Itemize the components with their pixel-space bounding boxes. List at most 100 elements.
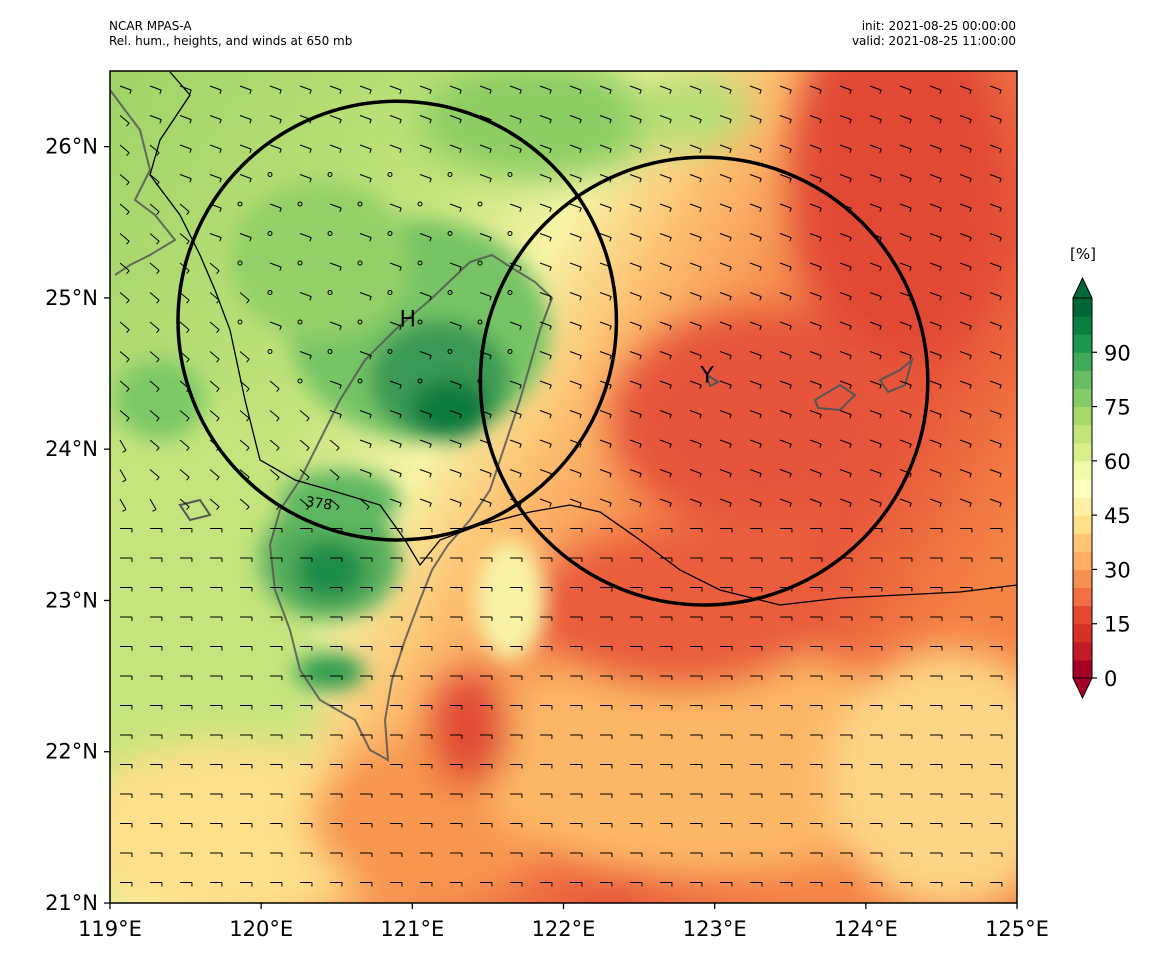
wind-barb (419, 410, 432, 416)
wind-barb (329, 469, 340, 478)
wind-barb (299, 174, 312, 180)
wind-barb-flag (729, 414, 732, 419)
wind-barb-flag (819, 355, 822, 360)
wind-barb-flag (126, 388, 130, 393)
wind-barb-flag (999, 237, 1002, 242)
wind-barb (269, 380, 280, 390)
wind-barb-flag (999, 414, 1002, 419)
wind-barb-flag (699, 148, 702, 154)
wind-barb-flag (399, 443, 402, 449)
wind-barb-flag (399, 119, 402, 124)
wind-barb-flag (849, 178, 852, 183)
wind-barb (719, 292, 732, 298)
wind-barb (689, 115, 702, 121)
wind-barb (779, 380, 792, 386)
wind-barb-flag (879, 207, 882, 213)
wind-barb-flag (369, 443, 372, 449)
wind-barb-flag (849, 266, 852, 272)
wind-barb-flag (249, 148, 252, 154)
wind-barb (539, 292, 552, 298)
wind-barb-flag (519, 119, 522, 124)
wind-barb (629, 469, 642, 475)
wind-barb (809, 115, 822, 121)
calm-wind-marker (477, 201, 483, 207)
wind-barb-flag (186, 270, 190, 275)
wind-barb (119, 498, 127, 510)
wind-barb-flag (366, 506, 370, 511)
wind-barb-flag (639, 502, 642, 508)
wind-barb-flag (699, 473, 702, 478)
wind-barb (989, 262, 1002, 268)
wind-barb (659, 115, 672, 121)
wind-barb-flag (129, 89, 132, 95)
taiwan-coastline (268, 253, 554, 762)
wind-barb (149, 144, 160, 154)
wind-barb-flag (579, 178, 582, 183)
wind-barb-flag (186, 506, 190, 511)
wind-barb-flag (789, 502, 792, 508)
wind-barb (299, 144, 312, 150)
wind-barb-flag (879, 266, 882, 272)
wind-barb-flag (579, 325, 582, 331)
wind-barb-flag (186, 329, 190, 334)
calm-wind-marker (477, 319, 483, 325)
wind-barb (809, 380, 822, 386)
wind-barb (359, 498, 370, 508)
wind-barb (299, 85, 312, 91)
wind-barb-flag (789, 443, 792, 449)
center-marker-y: Y (699, 364, 714, 389)
wind-barb-flag (549, 207, 552, 213)
wind-barb-flag (549, 178, 552, 183)
wind-barb (209, 321, 220, 331)
wind-barb-flag (909, 237, 912, 242)
wind-barb (389, 144, 402, 150)
wind-barb (689, 439, 702, 445)
wind-barb-flag (219, 89, 222, 95)
colorbar-segment (1073, 406, 1092, 426)
wind-barb-flag (579, 237, 582, 242)
wind-barb-flag (339, 207, 342, 213)
wind-barb (149, 233, 160, 242)
wind-barb (689, 410, 702, 416)
wind-barb-flag (849, 148, 852, 154)
wind-barb-flag (216, 506, 220, 511)
wind-barb (389, 469, 402, 475)
wind-barb (719, 410, 732, 416)
wind-barb (209, 262, 220, 272)
wind-barb (809, 321, 822, 327)
wind-barb-flag (519, 473, 522, 478)
wind-barb (929, 262, 942, 268)
wind-barb-flag (609, 325, 612, 331)
wind-barb-flag (399, 384, 402, 390)
wind-barb (959, 351, 972, 357)
wind-barb (569, 321, 582, 327)
wind-barb (989, 144, 1002, 150)
wind-barb (239, 144, 252, 150)
wind-barb-flag (339, 414, 342, 419)
wind-barb-flag (849, 355, 852, 360)
wind-barb-flag (279, 266, 282, 272)
wind-barb-flag (519, 325, 522, 331)
wind-barb (869, 262, 882, 268)
wind-barb (569, 85, 582, 91)
calm-wind-marker (297, 378, 303, 384)
wind-barb (719, 439, 732, 445)
wind-barb-flag (819, 296, 822, 301)
wind-barb-flag (459, 89, 462, 95)
wind-barb-flag (999, 502, 1002, 508)
wind-barb (419, 469, 432, 475)
wind-barb (209, 351, 220, 360)
calm-wind-marker (327, 349, 333, 354)
wind-barb-flag (879, 89, 882, 95)
wind-barb (389, 262, 402, 268)
wind-barb (959, 439, 972, 445)
calm-wind-marker (387, 290, 393, 295)
wind-barb (629, 203, 642, 209)
wind-barb-flag (246, 447, 250, 452)
wind-barb (809, 469, 822, 475)
y-tick-label: 24°N (45, 437, 98, 461)
wind-barb (809, 351, 822, 357)
wind-barb (419, 233, 432, 239)
wind-barb-flag (369, 355, 372, 360)
wind-barb (839, 262, 852, 268)
